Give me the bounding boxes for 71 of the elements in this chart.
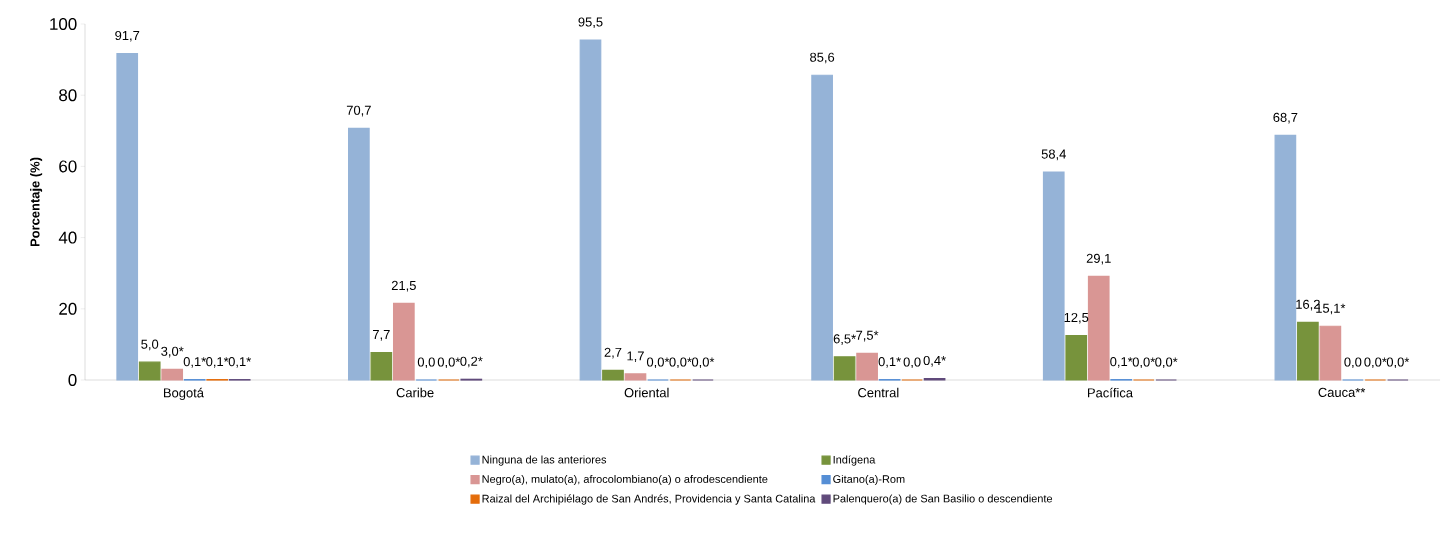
legend-label: Palenquero(a) de San Basilio o descendiente (833, 494, 1053, 505)
data-label: 7,7 (373, 330, 390, 341)
bar (392, 302, 415, 381)
data-label: 0,0 (903, 357, 921, 369)
legend-label: Indígena (833, 455, 876, 466)
data-label: 2,7 (604, 347, 622, 359)
bar (856, 352, 878, 381)
data-label: 5,0 (141, 339, 159, 351)
x-tick-label: Cauca** (1318, 387, 1366, 397)
bar (348, 127, 370, 381)
data-label: 68,7 (1273, 112, 1298, 124)
data-label: 0,0* (669, 357, 692, 369)
bar (1065, 334, 1088, 381)
data-label: 0,0* (1155, 357, 1178, 369)
bar (138, 361, 161, 381)
bar (624, 373, 647, 381)
data-label: 29,1 (1086, 253, 1111, 265)
y-tick-label: 80 (59, 89, 77, 102)
data-label: 6,5* (833, 334, 856, 345)
x-tick-label: Pacífica (1088, 387, 1134, 398)
y-tick-label: 40 (58, 231, 77, 244)
data-label: 70,7 (346, 105, 371, 117)
data-label: 0,1* (878, 357, 901, 368)
data-label: 7,5* (856, 330, 879, 342)
bar (161, 368, 184, 381)
bar (1274, 134, 1297, 381)
data-label: 0,1* (183, 357, 207, 368)
data-label: 85,6 (810, 52, 835, 64)
legend-label: Gitano(a)-Rom (833, 474, 905, 486)
data-label: 0,1* (1110, 357, 1133, 368)
bar (1319, 325, 1342, 381)
y-tick-label: 20 (59, 302, 77, 315)
bar (1087, 275, 1110, 381)
data-label: 0,0* (646, 357, 670, 369)
data-label: 21,5 (391, 280, 416, 292)
x-tick-label: Bogotá (163, 387, 204, 400)
bar (833, 356, 856, 381)
bar (811, 74, 833, 381)
data-label: 0,1* (206, 357, 229, 368)
x-tick-label: Caribe (396, 387, 434, 398)
bar (370, 351, 393, 381)
bar (1042, 171, 1065, 381)
legend-label: Negro(a), mulato(a), afrocolombiano(a) o afrodescendiente (482, 474, 768, 486)
y-axis-title: Porcentaje (%) (30, 157, 43, 247)
bar (1297, 321, 1319, 381)
bar (602, 369, 624, 381)
data-label: 1,7 (627, 351, 644, 363)
x-tick-label: Central (858, 387, 899, 398)
data-label: 0,2* (460, 356, 483, 368)
data-label: 0,4* (923, 355, 946, 367)
legend-label: Raizal del Archipiélago de San Andrés, Providencia y Santa Catalina (482, 494, 816, 505)
data-label: 0,0 (1344, 357, 1362, 369)
data-label: 91,7 (115, 30, 140, 42)
data-label: 0,0* (691, 357, 715, 369)
data-label: 58,4 (1041, 149, 1066, 161)
bar (579, 39, 602, 381)
data-label: 95,5 (578, 17, 603, 29)
y-tick-label: 60 (59, 160, 77, 173)
data-label: 0,0* (1132, 357, 1156, 369)
data-label: 0,0* (1364, 357, 1387, 369)
data-label: 12,5 (1064, 312, 1089, 324)
data-label: 0,1* (228, 357, 252, 368)
y-tick-label: 0 (68, 374, 77, 386)
legend-label: Ninguna de las anteriores (482, 455, 607, 466)
x-tick-label: Oriental (624, 387, 669, 398)
data-label: 0,0 (417, 357, 435, 369)
y-tick-label: 100 (50, 18, 77, 30)
data-label: 3,0* (161, 346, 184, 358)
data-label: 0,0* (1386, 357, 1410, 369)
data-label: 0,0* (437, 357, 461, 369)
bar (116, 52, 139, 381)
